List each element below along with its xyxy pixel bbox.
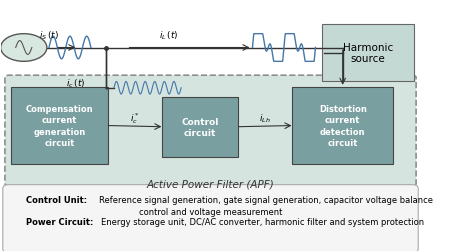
Text: $i_{Lh}$: $i_{Lh}$ [259, 112, 271, 124]
FancyBboxPatch shape [3, 185, 418, 252]
Text: Distortion
current
detection
circuit: Distortion current detection circuit [319, 105, 366, 147]
Text: $i_L\,(t)$: $i_L\,(t)$ [159, 29, 178, 42]
Text: Control
circuit: Control circuit [182, 117, 219, 137]
Text: Control Unit:: Control Unit: [26, 195, 87, 204]
Text: $i_S\,(t)$: $i_S\,(t)$ [39, 29, 59, 42]
Text: Reference signal generation, gate signal generation, capacitor voltage balance: Reference signal generation, gate signal… [100, 195, 433, 204]
Text: $i_c^*$: $i_c^*$ [130, 111, 140, 125]
FancyBboxPatch shape [11, 87, 108, 165]
FancyBboxPatch shape [322, 24, 414, 82]
Text: Harmonic
source: Harmonic source [343, 43, 393, 64]
Text: $i_c\,(t)$: $i_c\,(t)$ [66, 77, 85, 89]
Text: Compensation
current
generation
circuit: Compensation current generation circuit [26, 105, 93, 147]
Text: Active Power Filter (APF): Active Power Filter (APF) [146, 179, 274, 188]
FancyBboxPatch shape [162, 97, 238, 157]
FancyBboxPatch shape [292, 87, 393, 165]
Text: control and voltage measurement: control and voltage measurement [139, 207, 282, 216]
Text: Energy storage unit, DC/AC converter, harmonic filter and system protection: Energy storage unit, DC/AC converter, ha… [101, 217, 425, 227]
Circle shape [0, 35, 47, 62]
FancyBboxPatch shape [5, 76, 416, 186]
Text: Power Circuit:: Power Circuit: [26, 217, 93, 227]
